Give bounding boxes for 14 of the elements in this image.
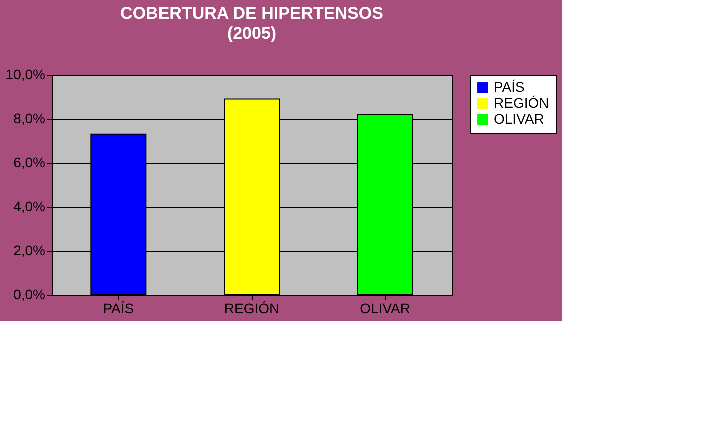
y-tick-label: 0,0%: [14, 286, 46, 302]
chart-title: COBERTURA DE HIPERTENSOS: [120, 4, 384, 23]
x-tick-label: REGIÓN: [224, 300, 280, 316]
legend-label: OLIVAR: [494, 111, 544, 127]
legend-label: PAÍS: [494, 79, 525, 95]
y-tick-label: 10,0%: [6, 66, 46, 82]
chart-subtitle: (2005): [227, 24, 277, 43]
x-tick-label: OLIVAR: [360, 300, 410, 316]
x-tick-label: PAÍS: [103, 300, 134, 316]
legend-label: REGIÓN: [494, 95, 550, 111]
y-tick-label: 6,0%: [14, 154, 46, 170]
y-tick-label: 2,0%: [14, 242, 46, 258]
y-tick-label: 8,0%: [14, 110, 46, 126]
y-tick-label: 4,0%: [14, 198, 46, 214]
